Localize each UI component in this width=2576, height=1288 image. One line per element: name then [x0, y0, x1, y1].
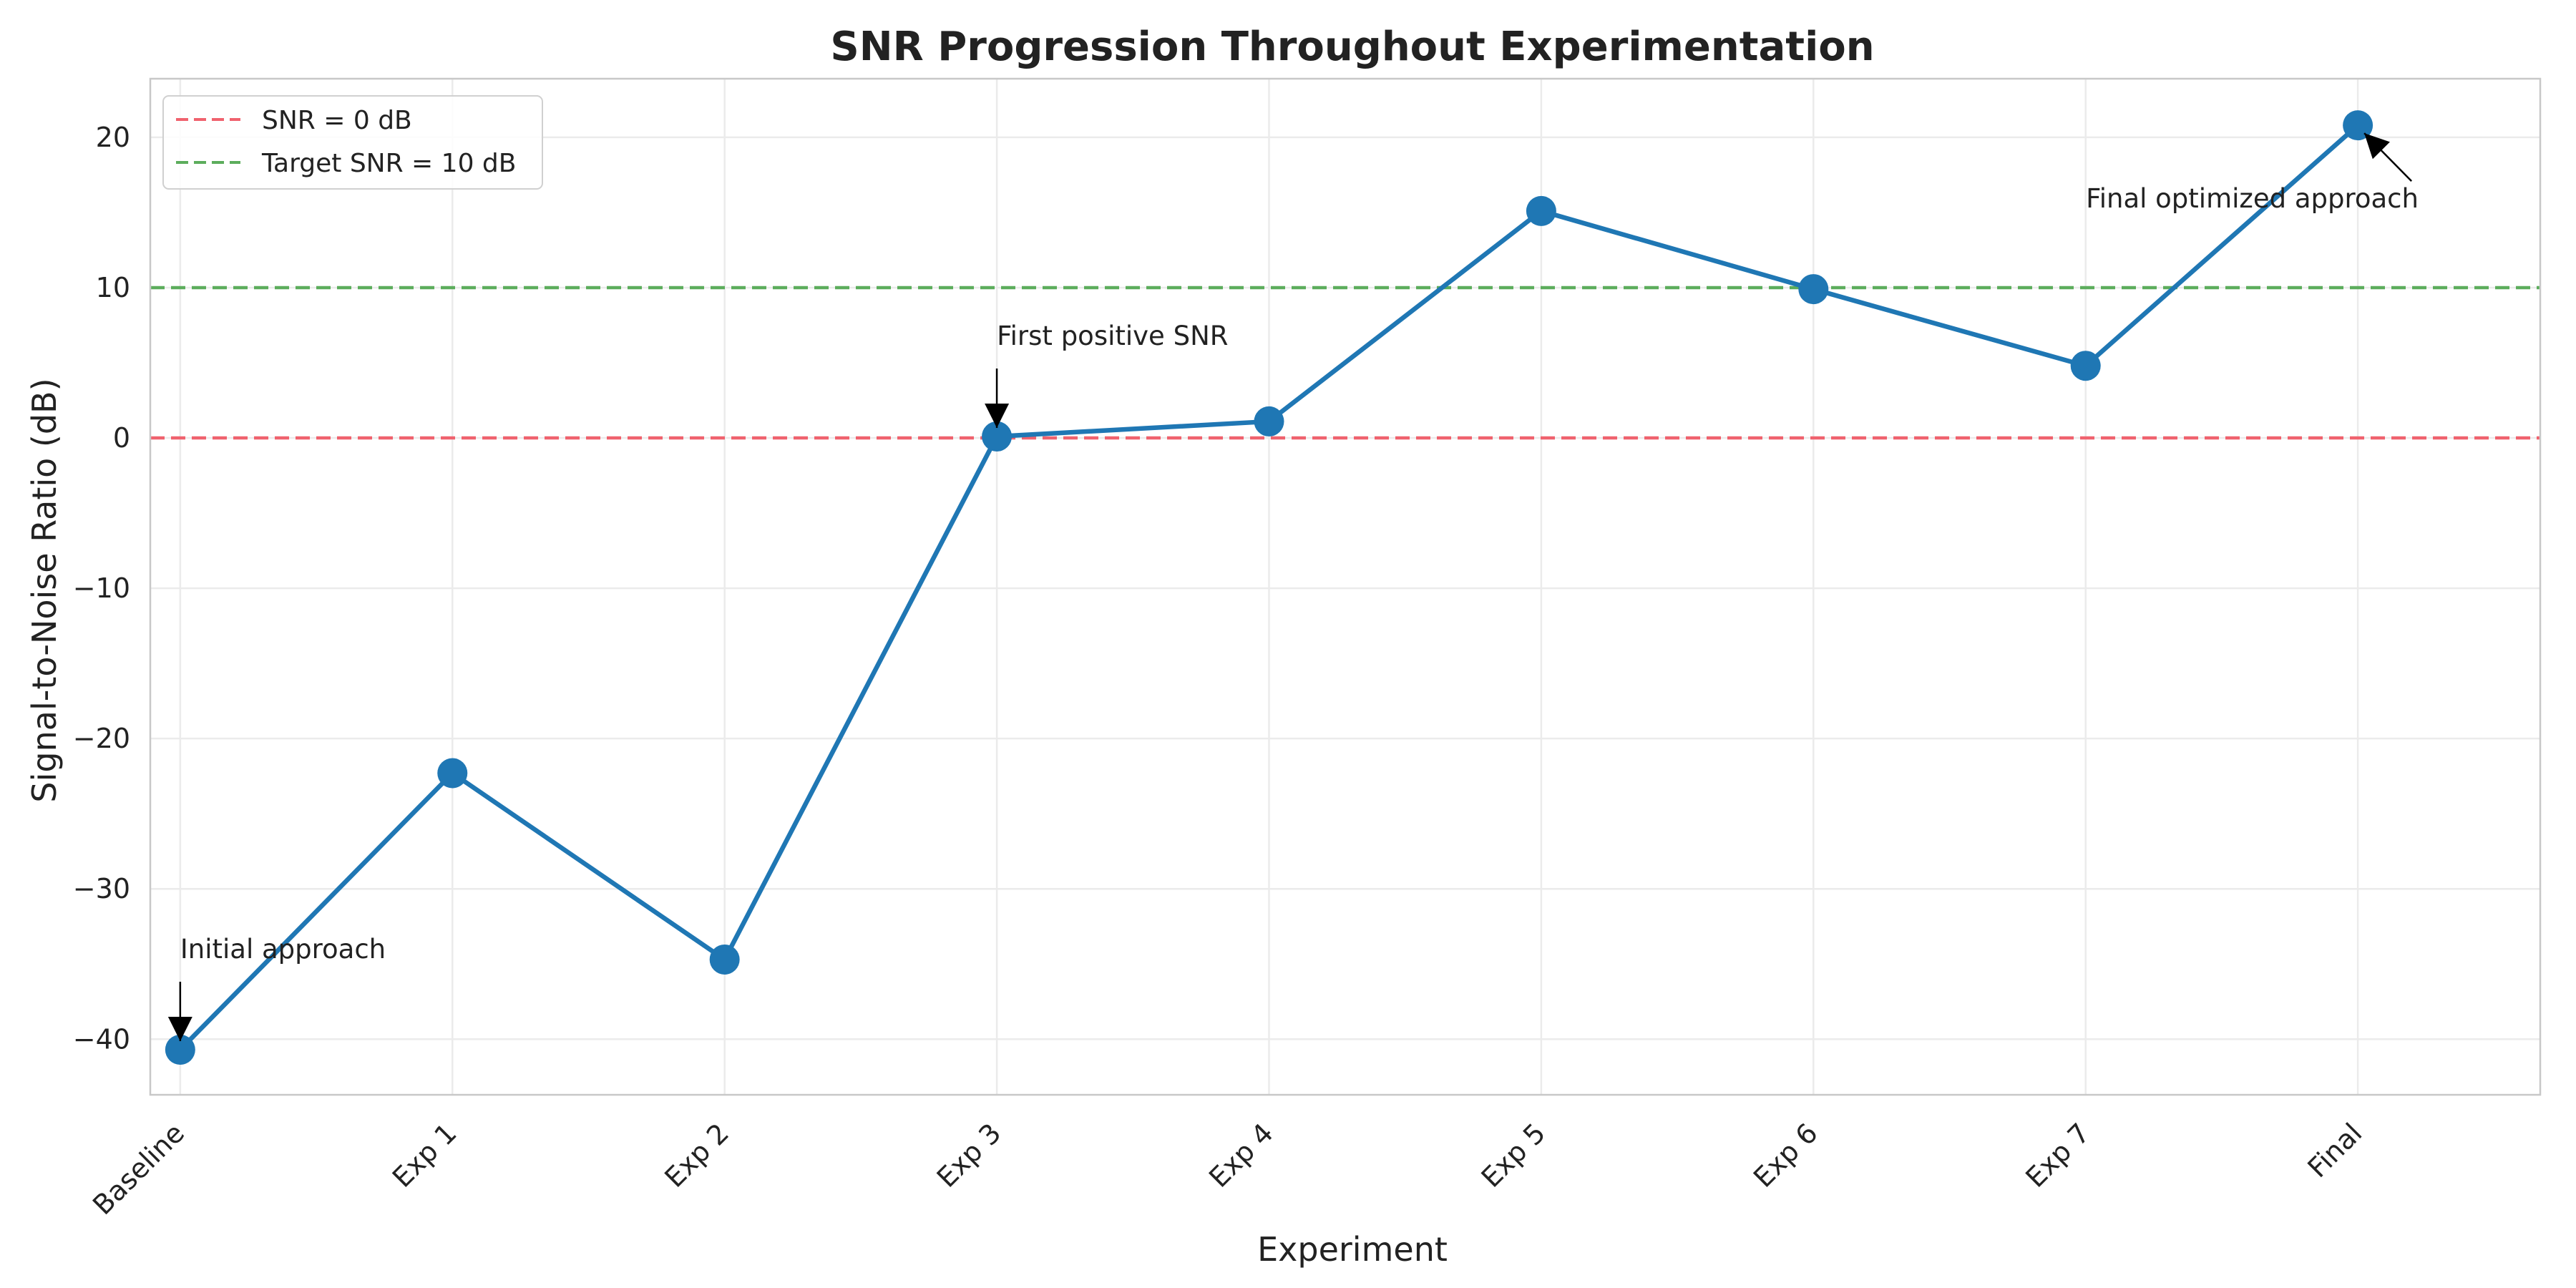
y-tick-label: 20: [96, 122, 130, 153]
legend-label-target-snr: Target SNR = 10 dB: [261, 149, 516, 178]
y-tick-label: −10: [73, 572, 130, 604]
data-point: [1526, 195, 1556, 226]
chart-title: SNR Progression Throughout Experimentati…: [830, 24, 1874, 70]
data-point: [982, 421, 1013, 452]
data-point: [1798, 274, 1829, 305]
y-axis-label: Signal-to-Noise Ratio (dB): [25, 378, 64, 802]
y-tick-label: −20: [73, 723, 130, 754]
x-axis-label: Experiment: [1257, 1230, 1448, 1269]
annotation-label: First positive SNR: [997, 321, 1228, 351]
data-point: [437, 758, 468, 789]
y-tick-label: −40: [73, 1023, 130, 1055]
y-tick-label: −30: [73, 873, 130, 904]
data-point: [165, 1034, 195, 1065]
data-point: [1254, 406, 1284, 436]
gridlines: [150, 79, 2540, 1095]
series-layer: [165, 110, 2373, 1065]
annotations: Initial approach First positive SNR Final …: [167, 132, 2419, 1041]
legend: SNR = 0 dB Target SNR = 10 dB: [162, 95, 543, 190]
y-tick-label: 10: [96, 272, 130, 303]
legend-box: [162, 95, 543, 190]
data-point: [2070, 351, 2101, 381]
data-point: [709, 944, 740, 975]
data-point: [2343, 110, 2373, 141]
annotation-label: Final optimized approach: [2086, 183, 2419, 214]
reference-lines: [150, 286, 2540, 440]
annotation-label: Initial approach: [180, 934, 386, 965]
annotation-arrow: [2363, 132, 2413, 182]
legend-label-zero-snr: SNR = 0 dB: [262, 106, 412, 135]
y-tick-label: 0: [113, 422, 130, 454]
plot-frame: [149, 77, 2542, 1096]
